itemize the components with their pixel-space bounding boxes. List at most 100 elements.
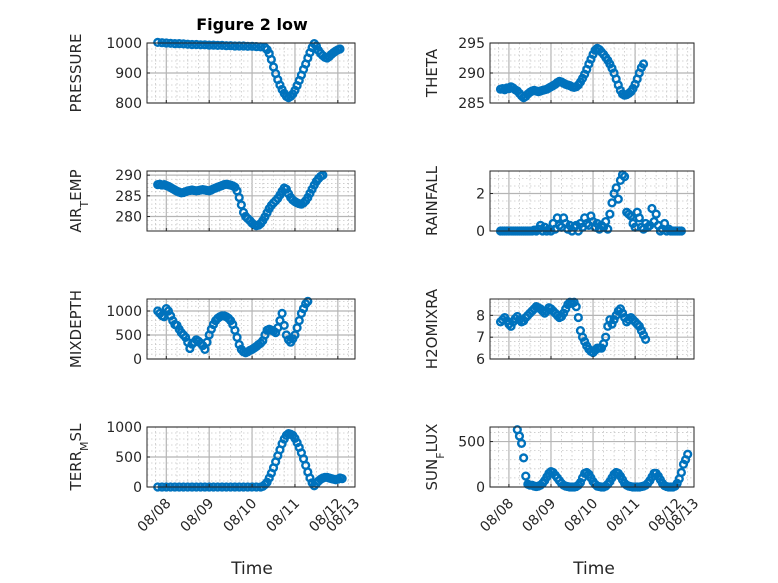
mixdepth-y-tick-label: 1000 bbox=[106, 304, 142, 320]
pressure-data-point bbox=[266, 54, 276, 65]
rainfall-data-point bbox=[605, 209, 615, 219]
terr_msl-x-tick-label: 08/11 bbox=[263, 496, 303, 536]
air_temp-y-tick-label: 290 bbox=[115, 168, 142, 184]
pressure-data-point bbox=[226, 41, 236, 51]
sun_flux-data-point bbox=[683, 449, 693, 459]
pressure-data-point bbox=[217, 40, 227, 51]
mixdepth-y-tick-label: 0 bbox=[133, 352, 142, 368]
theta-y-tick-label: 290 bbox=[458, 66, 485, 82]
terr_msl-x-tick-label: 08/10 bbox=[220, 496, 260, 536]
mixdepth-data-point bbox=[202, 337, 212, 347]
text-layer: Figure 2 low Time Time 8009001000PRESSUR… bbox=[67, 15, 702, 579]
air_temp-series bbox=[153, 170, 328, 231]
mixdepth-series bbox=[153, 296, 313, 358]
mixdepth-data-point bbox=[303, 296, 313, 307]
x-axis-label-left: Time bbox=[230, 559, 273, 579]
pressure-data-point bbox=[153, 37, 163, 48]
mixdepth-data-point bbox=[277, 308, 287, 319]
pressure-data-point bbox=[187, 39, 197, 50]
pressure-data-point bbox=[213, 40, 223, 51]
terr_msl-x-tick-label: 08/09 bbox=[178, 496, 218, 536]
h2omixra-y-tick-label: 7 bbox=[476, 330, 485, 346]
h2omixra-y-tick-label: 8 bbox=[476, 308, 485, 324]
rainfall-y-axis-label: RAINFALL bbox=[423, 165, 441, 236]
mixdepth-data-point bbox=[232, 332, 242, 343]
mixdepth-data-point bbox=[279, 320, 289, 331]
sun_flux-y-tick-label: 500 bbox=[458, 435, 485, 451]
pressure-data-point bbox=[174, 38, 184, 49]
h2omixra-y-tick-label: 6 bbox=[476, 352, 485, 368]
h2omixra-series bbox=[495, 297, 651, 358]
rainfall-data-point bbox=[619, 172, 630, 182]
air_temp-y-axis-label: AIRTEMP bbox=[67, 169, 91, 232]
mixdepth-axes-box bbox=[146, 298, 356, 360]
pressure-data-point bbox=[200, 40, 210, 50]
h2omixra-y-axis-label: H2OMIXRA bbox=[423, 288, 441, 369]
air_temp-axes-box bbox=[146, 170, 356, 232]
rainfall-series bbox=[495, 170, 686, 236]
terr_msl-y-tick-label: 500 bbox=[115, 450, 142, 466]
mixdepth-data-point bbox=[292, 323, 302, 333]
rainfall-data-point bbox=[607, 198, 617, 208]
data-layer bbox=[153, 37, 693, 492]
pressure-y-tick-label: 900 bbox=[115, 66, 142, 82]
terr_msl-data-point bbox=[337, 474, 347, 484]
sun_flux-data-point bbox=[516, 438, 527, 448]
rainfall-axes-box bbox=[489, 170, 695, 232]
pressure-data-point bbox=[335, 44, 345, 54]
pressure-data-point bbox=[170, 38, 180, 49]
rainfall-y-tick-label: 2 bbox=[476, 187, 485, 203]
sun_flux-y-tick-label: 0 bbox=[476, 480, 485, 496]
terr_msl-y-axis-label: TERRMSL bbox=[67, 423, 91, 492]
theta-data-point bbox=[638, 59, 649, 69]
rainfall-data-point bbox=[647, 203, 657, 214]
rainfall-data-point bbox=[634, 213, 644, 223]
pressure-series bbox=[153, 37, 345, 103]
rainfall-y-tick-label: 0 bbox=[476, 224, 485, 240]
theta-y-tick-label: 285 bbox=[458, 96, 485, 112]
grid-layer bbox=[147, 42, 694, 488]
h2omixra-data-point bbox=[571, 302, 581, 312]
sun_flux-x-tick-label: 08/08 bbox=[477, 496, 517, 536]
rainfall-data-point bbox=[626, 211, 636, 221]
air_temp-y-tick-label: 280 bbox=[115, 210, 142, 226]
sun_flux-x-tick-label: 08/10 bbox=[561, 496, 601, 536]
mixdepth-data-point bbox=[230, 325, 240, 335]
sun_flux-data-point bbox=[521, 471, 531, 481]
figure-title: Figure 2 low bbox=[196, 15, 308, 34]
pressure-data-point bbox=[183, 39, 193, 49]
rainfall-data-point bbox=[659, 218, 670, 229]
pressure-y-tick-label: 800 bbox=[115, 96, 142, 112]
axes-layer bbox=[146, 42, 695, 488]
air_temp-data-point bbox=[318, 170, 328, 180]
rainfall-data-point bbox=[603, 224, 613, 234]
terr_msl-x-tick-label: 08/08 bbox=[135, 496, 175, 536]
mixdepth-y-axis-label: MIXDEPTH bbox=[67, 290, 85, 368]
air_temp-y-tick-label: 285 bbox=[115, 189, 142, 205]
theta-series bbox=[495, 43, 649, 103]
h2omixra-axes-box bbox=[489, 298, 695, 360]
rainfall-data-point bbox=[611, 183, 621, 193]
mixdepth-y-tick-label: 500 bbox=[115, 328, 142, 344]
sun_flux-data-point bbox=[676, 467, 686, 478]
pressure-data-point bbox=[191, 39, 201, 50]
rainfall-data-point bbox=[601, 217, 611, 227]
sun_flux-x-tick-label: 08/09 bbox=[519, 496, 559, 536]
h2omixra-data-point bbox=[601, 332, 611, 342]
terr_msl-y-tick-label: 1000 bbox=[106, 420, 142, 436]
x-axis-label-right: Time bbox=[572, 559, 615, 579]
sun_flux-axes-box bbox=[489, 426, 695, 488]
sun_flux-data-point bbox=[519, 453, 529, 463]
pressure-y-tick-label: 1000 bbox=[106, 36, 142, 52]
pressure-data-point bbox=[178, 39, 189, 49]
air_temp-data-point bbox=[234, 192, 244, 203]
theta-y-tick-label: 295 bbox=[458, 36, 485, 52]
rainfall-data-point bbox=[651, 209, 661, 219]
terr_msl-y-tick-label: 0 bbox=[133, 480, 142, 496]
h2omixra-data-point bbox=[573, 312, 583, 323]
theta-y-axis-label: THETA bbox=[423, 48, 441, 98]
pressure-data-point bbox=[204, 40, 214, 50]
pressure-data-point bbox=[196, 40, 206, 50]
pressure-data-point bbox=[221, 41, 231, 51]
